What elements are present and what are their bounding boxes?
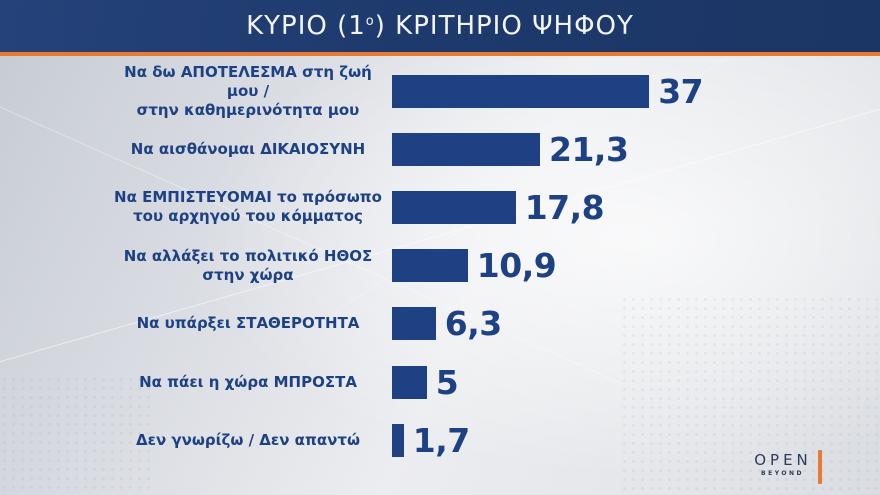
bar-group: 5 <box>392 362 459 402</box>
category-label: Να αλλάξει το πολιτικό ΗΘΟΣ στην χώρα <box>123 246 373 284</box>
value-label: 21,3 <box>549 129 629 169</box>
chart-row: Να δω ΑΠΟΤΕΛΕΣΜΑ στη ζωή μου / στην καθημ… <box>0 62 880 120</box>
chart-row: Να αλλάξει το πολιτικό ΗΘΟΣ στην χώρα 10,… <box>0 237 880 295</box>
title-banner: ΚΥΡΙΟ (1ο) ΚΡΙΤΗΡΙΟ ΨΗΦΟΥ <box>0 0 880 56</box>
title-superscript: ο <box>365 14 375 29</box>
open-logo-subtitle: BEYOND <box>761 470 804 477</box>
category-label: Να πάει η χώρα ΜΠΡΟΣΤΑ <box>139 372 357 391</box>
bar-group: 21,3 <box>392 129 629 169</box>
bar-group: 17,8 <box>392 187 605 227</box>
category-label: Να αισθάνομαι ΔΙΚΑΙΟΣΥΝΗ <box>130 139 366 158</box>
value-label: 5 <box>435 362 459 402</box>
bar <box>392 132 540 166</box>
chart-row: Δεν γνωρίζω / Δεν απαντώ 1,7 <box>0 411 880 469</box>
bar <box>392 423 404 457</box>
value-label: 37 <box>658 71 704 111</box>
value-label: 1,7 <box>412 420 470 460</box>
value-label: 10,9 <box>476 246 557 286</box>
category-label: Να δω ΑΠΟΤΕΛΕΣΜΑ στη ζωή μου / στην καθημ… <box>124 62 372 119</box>
chart-row: Να αισθάνομαι ΔΙΚΑΙΟΣΥΝΗ 21,3 <box>0 120 880 178</box>
bar <box>392 190 516 224</box>
bar <box>392 74 650 108</box>
chart-row: Να ΕΜΠΙΣΤΕΥΟΜΑΙ το πρόσωπο του αρχηγού το… <box>0 178 880 236</box>
bar-group: 37 <box>392 71 704 111</box>
value-label: 17,8 <box>524 187 605 227</box>
category-label: Δεν γνωρίζω / Δεν απαντώ <box>136 430 360 449</box>
open-logo-wordmark: OPEN <box>754 451 812 469</box>
category-label: Να ΕΜΠΙΣΤΕΥΟΜΑΙ το πρόσωπο του αρχηγού το… <box>114 188 382 226</box>
category-label: Να υπάρξει ΣΤΑΘΕΡΟΤΗΤΑ <box>136 314 360 333</box>
open-tv-logo: OPEN BEYOND <box>750 451 812 478</box>
bar-chart: Να δω ΑΠΟΤΕΛΕΣΜΑ στη ζωή μου / στην καθημ… <box>0 56 880 469</box>
bar-group: 6,3 <box>392 304 502 344</box>
logo-orange-tick <box>818 450 822 484</box>
bar-group: 10,9 <box>392 246 557 286</box>
bar-group: 1,7 <box>392 420 470 460</box>
bar <box>392 307 436 341</box>
chart-row: Να υπάρξει ΣΤΑΘΕΡΟΤΗΤΑ 6,3 <box>0 295 880 353</box>
bar <box>392 249 468 283</box>
page-title: ΚΥΡΙΟ (1ο) ΚΡΙΤΗΡΙΟ ΨΗΦΟΥ <box>246 11 634 41</box>
value-label: 6,3 <box>444 304 502 344</box>
bar <box>392 365 427 399</box>
chart-row: Να πάει η χώρα ΜΠΡΟΣΤΑ 5 <box>0 353 880 411</box>
